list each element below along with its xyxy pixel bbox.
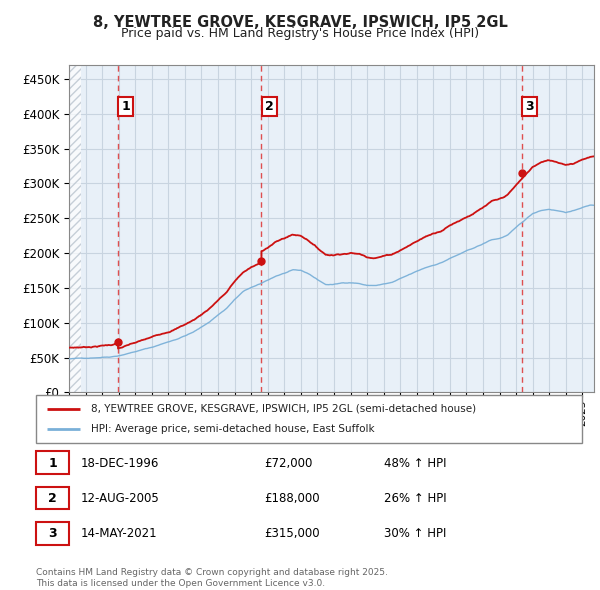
Text: 1: 1 [48, 457, 57, 470]
Text: 48% ↑ HPI: 48% ↑ HPI [384, 457, 446, 470]
Text: This data is licensed under the Open Government Licence v3.0.: This data is licensed under the Open Gov… [36, 579, 325, 588]
Text: 8, YEWTREE GROVE, KESGRAVE, IPSWICH, IP5 2GL (semi-detached house): 8, YEWTREE GROVE, KESGRAVE, IPSWICH, IP5… [91, 404, 476, 414]
Text: 30% ↑ HPI: 30% ↑ HPI [384, 527, 446, 540]
Text: 14-MAY-2021: 14-MAY-2021 [81, 527, 158, 540]
Text: 18-DEC-1996: 18-DEC-1996 [81, 457, 160, 470]
Text: 2: 2 [48, 492, 57, 505]
Text: Contains HM Land Registry data © Crown copyright and database right 2025.: Contains HM Land Registry data © Crown c… [36, 568, 388, 576]
Text: HPI: Average price, semi-detached house, East Suffolk: HPI: Average price, semi-detached house,… [91, 424, 374, 434]
Text: £72,000: £72,000 [264, 457, 313, 470]
Text: 3: 3 [526, 100, 534, 113]
Text: 2: 2 [265, 100, 274, 113]
Text: £188,000: £188,000 [264, 492, 320, 505]
Text: £315,000: £315,000 [264, 527, 320, 540]
Text: 8, YEWTREE GROVE, KESGRAVE, IPSWICH, IP5 2GL: 8, YEWTREE GROVE, KESGRAVE, IPSWICH, IP5… [92, 15, 508, 30]
Text: 1: 1 [121, 100, 130, 113]
Text: 26% ↑ HPI: 26% ↑ HPI [384, 492, 446, 505]
Text: 3: 3 [48, 527, 57, 540]
Text: Price paid vs. HM Land Registry's House Price Index (HPI): Price paid vs. HM Land Registry's House … [121, 27, 479, 40]
Text: 12-AUG-2005: 12-AUG-2005 [81, 492, 160, 505]
